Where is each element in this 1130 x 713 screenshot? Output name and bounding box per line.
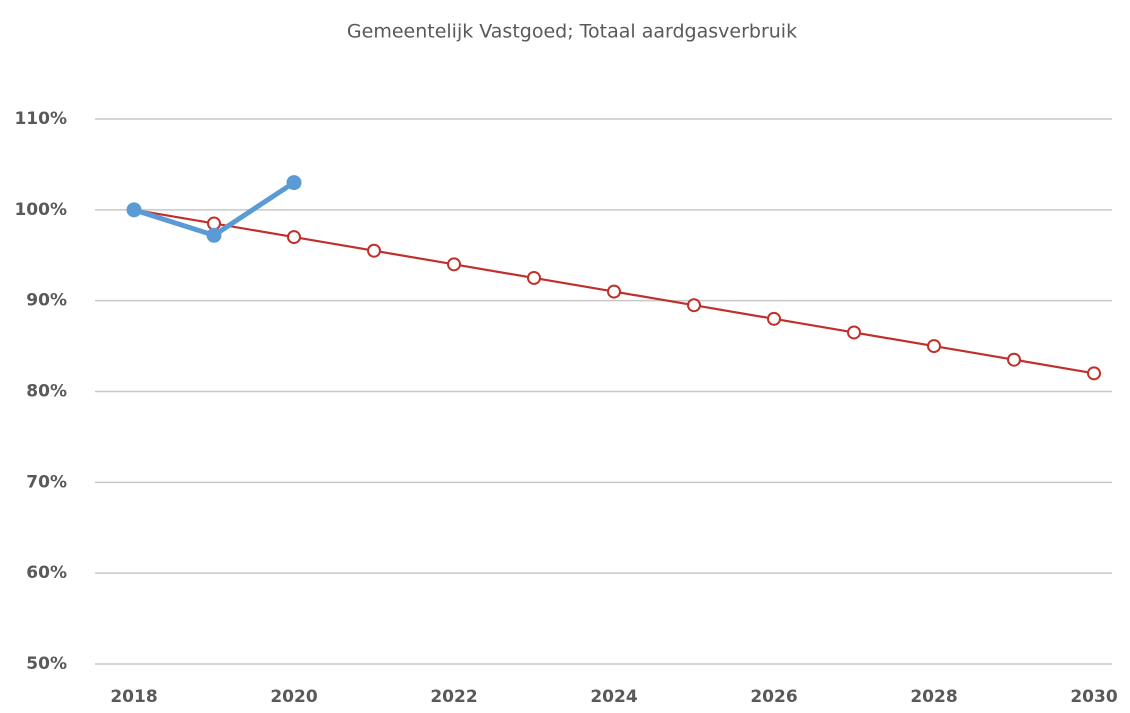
x-tick-label: 2018 [110, 687, 157, 707]
data-point [767, 311, 781, 326]
data-point [847, 325, 861, 340]
data-point [1007, 352, 1021, 367]
data-point [607, 284, 621, 299]
y-tick-label: 90% [26, 291, 67, 311]
y-tick-label: 100% [14, 200, 67, 220]
x-tick-label: 2028 [910, 687, 957, 707]
y-tick-label: 110% [14, 109, 67, 129]
x-tick-label: 2020 [270, 687, 317, 707]
data-point [447, 257, 461, 272]
y-tick-label: 70% [26, 472, 67, 492]
data-point [1087, 366, 1101, 381]
x-tick-label: 2022 [430, 687, 477, 707]
data-point [126, 202, 142, 218]
x-tick-label: 2026 [750, 687, 797, 707]
data-point [206, 227, 222, 243]
data-point [367, 243, 381, 258]
data-point [927, 339, 941, 354]
data-point [527, 270, 541, 285]
y-tick-label: 80% [26, 382, 67, 402]
y-tick-label: 50% [26, 654, 67, 674]
data-point [287, 230, 301, 245]
data-point [207, 216, 221, 231]
data-point [687, 298, 701, 313]
y-tick-label: 60% [26, 563, 67, 583]
data-point [286, 175, 302, 191]
x-tick-label: 2024 [590, 687, 637, 707]
x-tick-label: 2030 [1070, 687, 1117, 707]
chart-title: Gemeentelijk Vastgoed; Totaal aardgasver… [347, 21, 797, 43]
